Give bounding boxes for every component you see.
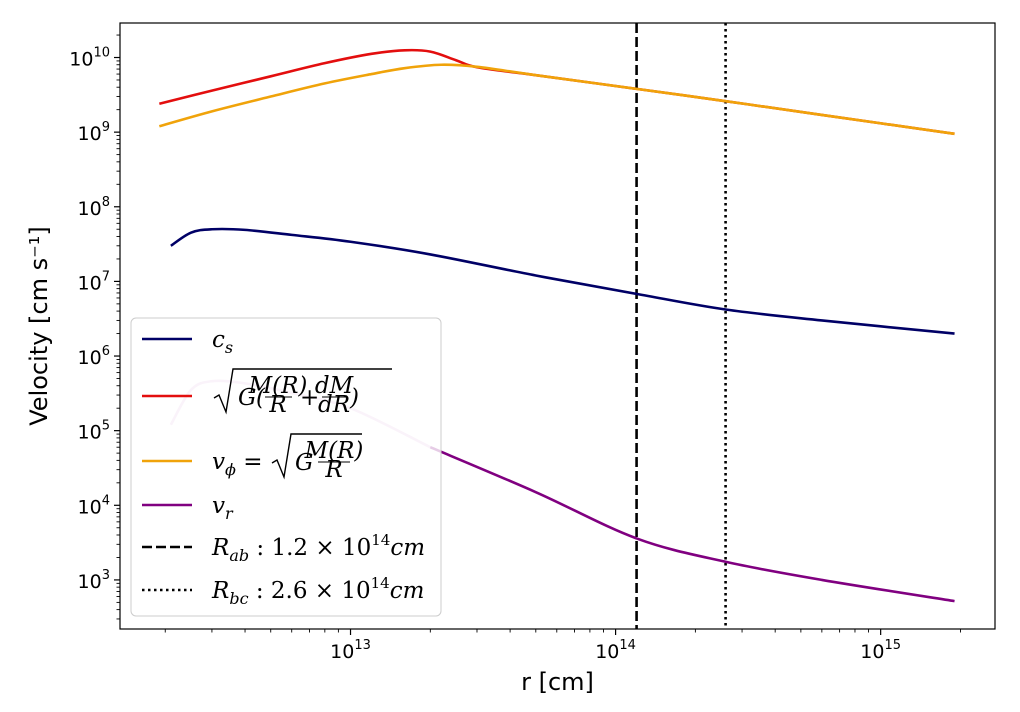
y-tick-label: 108 bbox=[78, 195, 110, 220]
sqrt-lparen: ( bbox=[256, 385, 266, 411]
frac2-den: dR bbox=[318, 392, 350, 418]
y-tick-label: 106 bbox=[78, 344, 110, 369]
y-tick-label: 104 bbox=[78, 493, 110, 518]
plot-frame bbox=[119, 22, 996, 630]
legend-label-vphi: vϕ = GM(R)R bbox=[212, 433, 364, 483]
series-line-v-phi bbox=[158, 63, 955, 136]
vphi-g: G bbox=[295, 450, 313, 476]
vphi-sqrt-sign bbox=[271, 433, 362, 480]
y-tick-label: 105 bbox=[78, 419, 110, 444]
y-tick-label: 1010 bbox=[69, 46, 110, 71]
vphi-frac-num: M(R) bbox=[304, 438, 364, 464]
frac2-num: dM bbox=[315, 373, 355, 399]
frac1-den: R bbox=[268, 392, 286, 418]
legend-label-rbc: Rbc : 2.6 × 1014cm bbox=[211, 574, 424, 608]
series-line-c-s bbox=[170, 227, 955, 335]
axes-layer: 1013 1014 1015 103 104 105 106 107 108 109 1010 r [… bbox=[25, 22, 996, 696]
y-tick-label: 109 bbox=[78, 120, 110, 145]
series-line-sqrt-g-m-r-r-dm-dr bbox=[159, 48, 955, 136]
vphi-frac-den: R bbox=[324, 457, 342, 483]
x-tick-label: 1014 bbox=[595, 638, 636, 663]
sqrt-rparen: ) bbox=[349, 385, 359, 411]
y-axis-label: Velocity [cm s⁻¹] bbox=[25, 226, 53, 426]
y-tick-label: 103 bbox=[78, 568, 110, 593]
series-line-v-r bbox=[429, 446, 955, 603]
legend-label-rab: Rab : 1.2 × 1014cm bbox=[211, 531, 425, 565]
sqrt-sign bbox=[213, 368, 392, 415]
frac1-num: M(R) bbox=[248, 373, 308, 399]
legend-label-cs: cs bbox=[212, 327, 233, 357]
sqrt-plus: + bbox=[300, 385, 319, 411]
sqrt-g: G bbox=[238, 385, 256, 411]
legend-label-vr: vr bbox=[212, 493, 234, 523]
y-tick-label: 107 bbox=[78, 269, 110, 294]
vphi-text: vϕ = bbox=[212, 449, 263, 479]
x-tick-label: 1015 bbox=[860, 638, 901, 663]
x-axis-label: r [cm] bbox=[521, 668, 594, 696]
x-tick-label: 1013 bbox=[330, 638, 371, 663]
